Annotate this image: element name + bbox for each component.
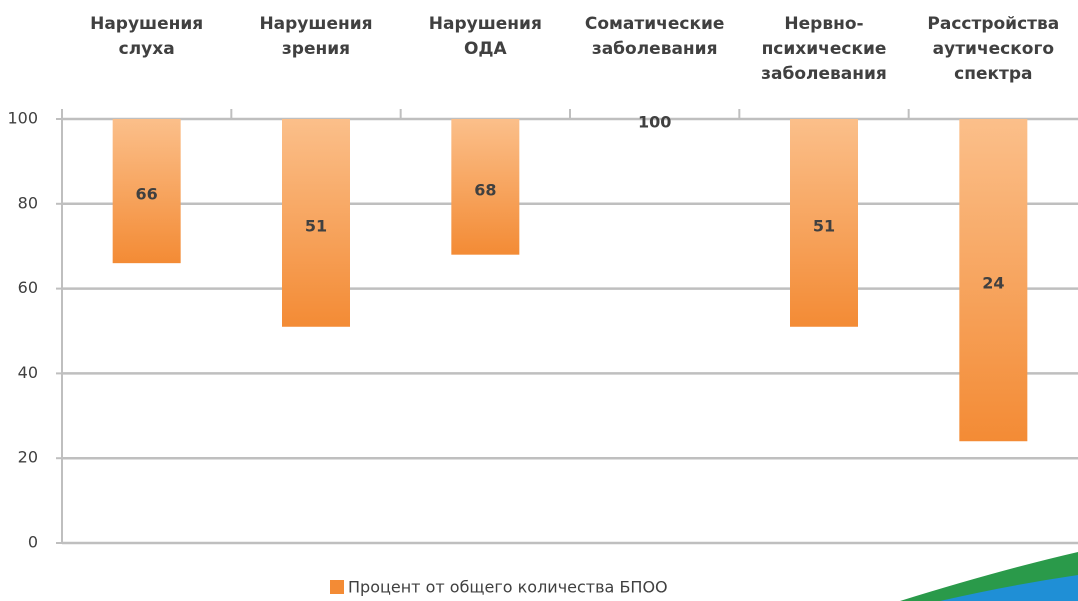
value-label: 100 [638,113,671,132]
y-tick-label: 40 [18,363,38,382]
category-label: Расстройства аутического спектра [908,12,1078,87]
legend-label: Процент от общего количества БПОО [348,578,668,597]
value-label: 51 [813,216,835,235]
legend-swatch [330,580,344,594]
y-tick-label: 60 [18,278,38,297]
page: 0 20 40 60 80 100 66 51 68 100 51 24 Процент от обще… [0,0,1078,601]
category-label: Нарушения слуха [62,12,232,62]
value-label: 68 [474,180,496,199]
category-label: Нарушения ОДА [400,12,570,62]
value-label: 24 [982,274,1004,293]
y-tick-label: 0 [28,533,38,552]
y-tick-label: 100 [7,109,38,128]
category-label: Нервно- психические заболевания [739,12,909,87]
y-tick-label: 20 [18,448,38,467]
category-label: Нарушения зрения [231,12,401,62]
value-label: 51 [305,216,327,235]
category-label: Соматические заболевания [570,12,740,62]
value-label: 66 [136,185,158,204]
y-tick-label: 80 [18,193,38,212]
chart: 0 20 40 60 80 100 66 51 68 100 51 24 Процент от обще… [0,0,1078,601]
